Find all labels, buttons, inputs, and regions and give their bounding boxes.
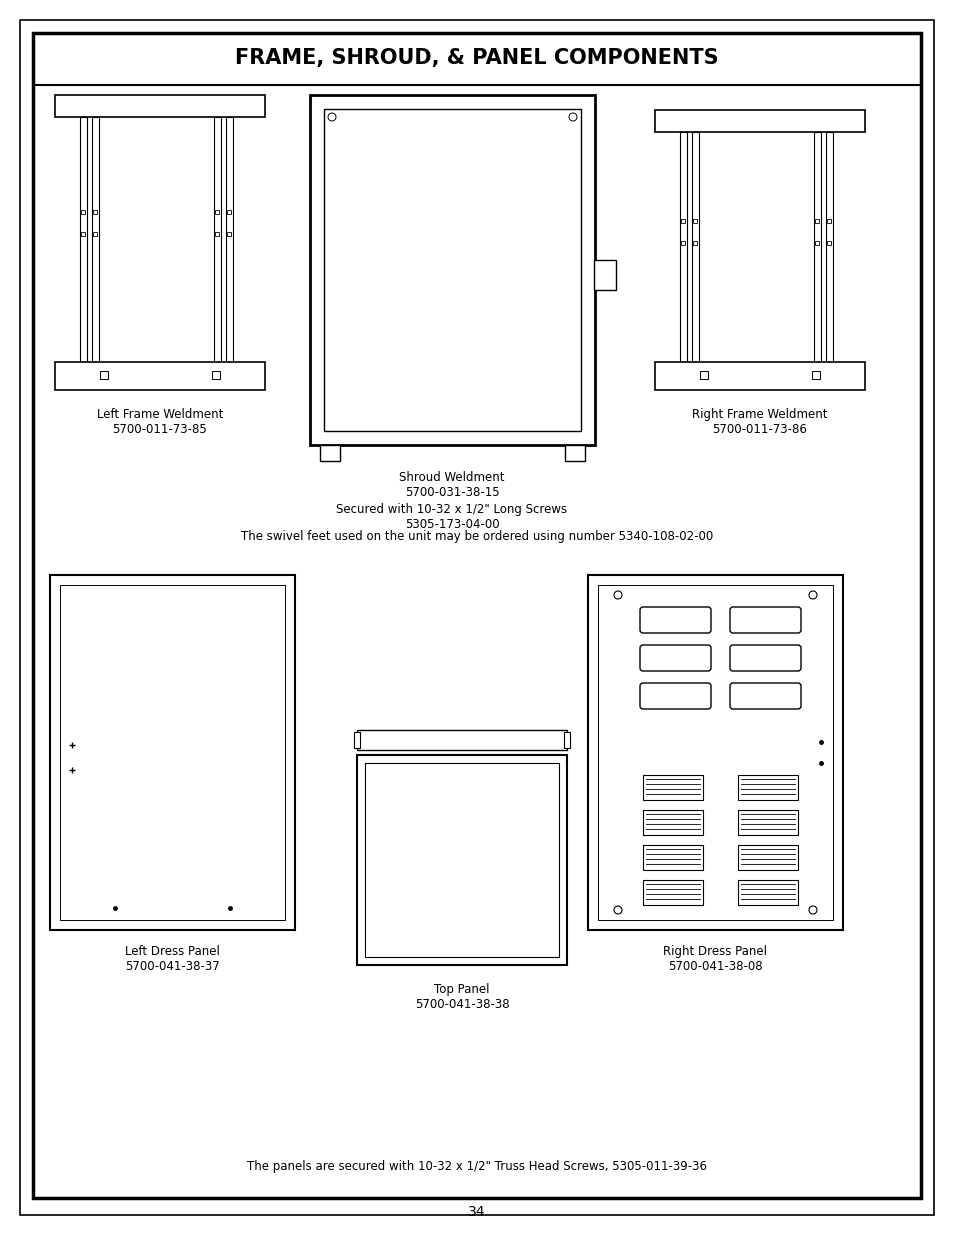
Bar [598, 585, 832, 920]
Bar [814, 220, 818, 224]
Bar [92, 232, 97, 236]
Bar [356, 755, 566, 965]
FancyBboxPatch shape [729, 683, 801, 709]
Bar [91, 117, 99, 362]
Bar [738, 845, 797, 869]
Text: FRAME, SHROUD, & PANEL COMPONENTS: FRAME, SHROUD, & PANEL COMPONENTS [235, 48, 718, 68]
Bar [679, 132, 686, 362]
Bar [738, 881, 797, 905]
Bar [642, 776, 702, 800]
Bar [319, 445, 339, 461]
Text: Left Dress Panel: Left Dress Panel [125, 945, 220, 958]
Bar [825, 132, 832, 362]
Text: 5700-041-38-08: 5700-041-38-08 [667, 960, 762, 973]
Bar [212, 370, 220, 379]
Bar [564, 445, 584, 461]
Text: Shroud Weldment: Shroud Weldment [399, 471, 504, 484]
Bar [55, 362, 265, 390]
Bar [826, 220, 830, 224]
Bar [642, 845, 702, 869]
Circle shape [614, 906, 621, 914]
Bar [594, 261, 616, 290]
Text: 5700-041-38-37: 5700-041-38-37 [125, 960, 219, 973]
Bar [813, 132, 821, 362]
Text: 5700-011-73-86: 5700-011-73-86 [712, 424, 806, 436]
Bar [80, 117, 87, 362]
Text: Secured with 10-32 x 1/2" Long Screws: Secured with 10-32 x 1/2" Long Screws [336, 503, 567, 516]
Text: 34: 34 [468, 1205, 485, 1219]
Circle shape [568, 112, 577, 121]
Bar [642, 810, 702, 835]
Bar [563, 732, 569, 748]
Bar [213, 117, 221, 362]
Bar [356, 730, 566, 750]
Bar [655, 362, 864, 390]
FancyBboxPatch shape [729, 645, 801, 671]
Bar [227, 232, 231, 236]
Bar [700, 370, 707, 379]
Text: Right Dress Panel: Right Dress Panel [662, 945, 767, 958]
Bar [81, 210, 85, 214]
Text: Left Frame Weldment: Left Frame Weldment [96, 408, 223, 421]
FancyBboxPatch shape [639, 683, 710, 709]
Bar [826, 241, 830, 246]
Text: 5305-173-04-00: 5305-173-04-00 [404, 517, 498, 531]
FancyBboxPatch shape [729, 606, 801, 634]
Bar [738, 810, 797, 835]
Circle shape [328, 112, 335, 121]
Bar [365, 763, 558, 957]
Bar [587, 576, 842, 930]
Bar [814, 241, 818, 246]
Bar [324, 109, 580, 431]
Text: 5700-011-73-85: 5700-011-73-85 [112, 424, 207, 436]
Text: The panels are secured with 10-32 x 1/2" Truss Head Screws, 5305-011-39-36: The panels are secured with 10-32 x 1/2"… [247, 1160, 706, 1173]
Bar [50, 576, 294, 930]
Circle shape [808, 906, 816, 914]
Bar [692, 241, 697, 246]
Text: 5700-041-38-38: 5700-041-38-38 [415, 998, 509, 1011]
Circle shape [614, 592, 621, 599]
Bar [811, 370, 820, 379]
Text: Right Frame Weldment: Right Frame Weldment [692, 408, 827, 421]
Circle shape [808, 592, 816, 599]
Bar [227, 210, 231, 214]
Bar [226, 117, 233, 362]
Bar [310, 95, 595, 445]
Bar [214, 210, 219, 214]
FancyBboxPatch shape [639, 606, 710, 634]
Bar [680, 241, 684, 246]
Bar [738, 776, 797, 800]
Bar [214, 232, 219, 236]
Bar [81, 232, 85, 236]
Bar [692, 220, 697, 224]
Bar [655, 110, 864, 132]
Bar [92, 210, 97, 214]
Text: The swivel feet used on the unit may be ordered using number 5340-108-02-00: The swivel feet used on the unit may be … [240, 530, 713, 543]
Bar [680, 220, 684, 224]
Bar [642, 881, 702, 905]
Text: 5700-031-38-15: 5700-031-38-15 [404, 487, 498, 499]
FancyBboxPatch shape [639, 645, 710, 671]
Bar [60, 585, 285, 920]
Bar [55, 95, 265, 117]
Bar [691, 132, 699, 362]
Text: Top Panel: Top Panel [434, 983, 489, 995]
Bar [354, 732, 359, 748]
Bar [100, 370, 108, 379]
